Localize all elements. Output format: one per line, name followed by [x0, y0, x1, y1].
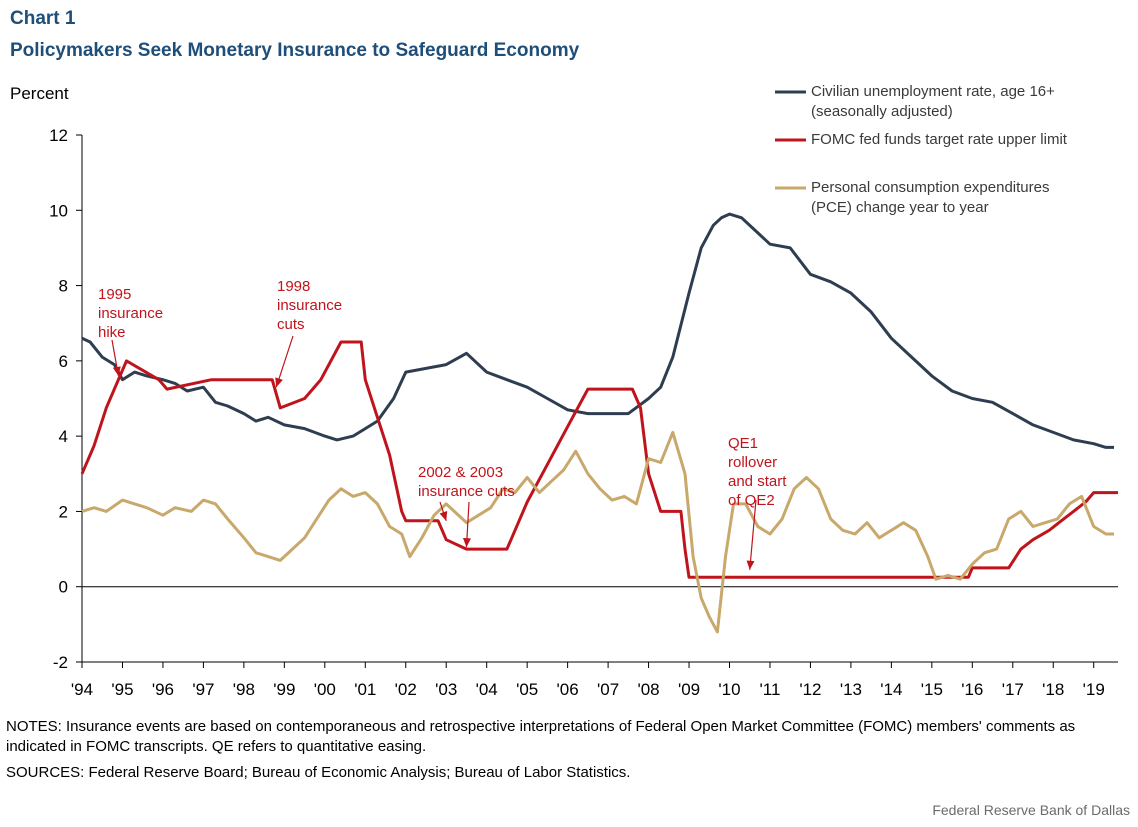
annotation-text: cuts [277, 316, 305, 333]
x-tick-label: '07 [597, 680, 619, 699]
chart-title: Policymakers Seek Monetary Insurance to … [10, 40, 580, 61]
y-tick-label: 10 [49, 201, 68, 220]
y-tick-label: 6 [59, 352, 68, 371]
legend-label: Personal consumption expenditures [811, 179, 1049, 196]
sources-text: SOURCES: Federal Reserve Board; Bureau o… [6, 764, 631, 781]
x-tick-label: '00 [314, 680, 336, 699]
x-tick-label: '94 [71, 680, 93, 699]
ann-1995: 1995 insurance hike [98, 286, 163, 377]
ann-qe: QE1 rollover and start of QE2 [728, 435, 787, 570]
y-tick-label: 4 [59, 427, 68, 446]
legend-label: FOMC fed funds target rate upper limit [811, 131, 1068, 148]
x-tick-label: '01 [354, 680, 376, 699]
y-tick-label: -2 [53, 653, 68, 672]
annotation-arrow-line [749, 499, 757, 570]
legend-label: (PCE) change year to year [811, 199, 989, 216]
annotation-text: 2002 & 2003 [418, 464, 503, 481]
annotation-arrowhead [275, 377, 283, 388]
annotation-text: 1998 [277, 278, 310, 295]
credit-text: Federal Reserve Bank of Dallas [932, 802, 1130, 818]
x-tick-label: '15 [921, 680, 943, 699]
annotation-text: and start [728, 473, 787, 490]
legend-item-1: Civilian unemployment rate, age 16+ (seas… [775, 83, 1055, 120]
series-line-2 [80, 340, 1118, 579]
x-tick-label: '18 [1042, 680, 1064, 699]
y-tick-label: 0 [59, 578, 68, 597]
x-tick-label: '95 [111, 680, 133, 699]
ann-2002: 2002 & 2003 insurance cuts [418, 464, 515, 522]
x-tick-label: '99 [273, 680, 295, 699]
x-tick-label: '98 [233, 680, 255, 699]
annotation-text: rollover [728, 454, 777, 471]
x-tick-label: '16 [961, 680, 983, 699]
chart-number: Chart 1 [10, 8, 76, 29]
annotation-arrowhead [462, 537, 471, 548]
annotation-text: of QE2 [728, 492, 775, 509]
x-tick-label: '03 [435, 680, 457, 699]
ann-2002b [462, 501, 471, 548]
annotation-arrowhead [746, 560, 755, 570]
x-tick-label: '04 [476, 680, 498, 699]
line-chart: Percent -2 0 2 4 6 8 10 12 '94 '95 '96 '97 '98 '99 '00 '… [10, 83, 1118, 699]
annotation-text: QE1 [728, 435, 758, 452]
x-tick-label: '09 [678, 680, 700, 699]
y-tick-label: 12 [49, 126, 68, 145]
annotation-arrowhead [439, 511, 448, 521]
x-tick-label: '13 [840, 680, 862, 699]
y-tick-label: 2 [59, 502, 68, 521]
x-tick-label: '17 [1002, 680, 1024, 699]
annotation-text: insurance [277, 297, 342, 314]
x-tick-label: '96 [152, 680, 174, 699]
legend-label: (seasonally adjusted) [811, 103, 953, 120]
x-tick-label: '10 [718, 680, 740, 699]
legend-item-3: Personal consumption expenditures (PCE) c… [775, 179, 1049, 216]
axes: Percent -2 0 2 4 6 8 10 12 '94 '95 '96 '97 '98 '99 '00 '… [10, 84, 1118, 699]
x-tick-label: '19 [1083, 680, 1105, 699]
x-tick-label: '05 [516, 680, 538, 699]
annotation-text: insurance [98, 305, 163, 322]
y-tick-label: 8 [59, 277, 68, 296]
x-tick-label: '12 [799, 680, 821, 699]
annotations: 1995 insurance hike 1998 insurance cuts 2002 &… [98, 278, 787, 570]
series-line-1 [81, 212, 1114, 449]
x-tick-label: '97 [192, 680, 214, 699]
annotation-text: hike [98, 324, 126, 341]
series-line-3 [81, 430, 1114, 634]
x-tick-label: '11 [760, 680, 781, 699]
x-tick-label: '08 [637, 680, 659, 699]
x-tick-label: '14 [880, 680, 902, 699]
series-layer [80, 212, 1118, 634]
y-axis-label: Percent [10, 84, 69, 103]
notes-text: NOTES: Insurance events are based on con… [6, 718, 1076, 755]
annotation-text: 1995 [98, 286, 131, 303]
legend: Civilian unemployment rate, age 16+ (seas… [775, 83, 1068, 216]
x-tick-label: '02 [395, 680, 417, 699]
ann-1998: 1998 insurance cuts [275, 278, 342, 388]
annotation-arrowhead [112, 366, 121, 376]
x-tick-label: '06 [557, 680, 579, 699]
legend-item-2: FOMC fed funds target rate upper limit [775, 131, 1068, 148]
legend-label: Civilian unemployment rate, age 16+ [811, 83, 1055, 100]
annotation-text: insurance cuts [418, 483, 515, 500]
